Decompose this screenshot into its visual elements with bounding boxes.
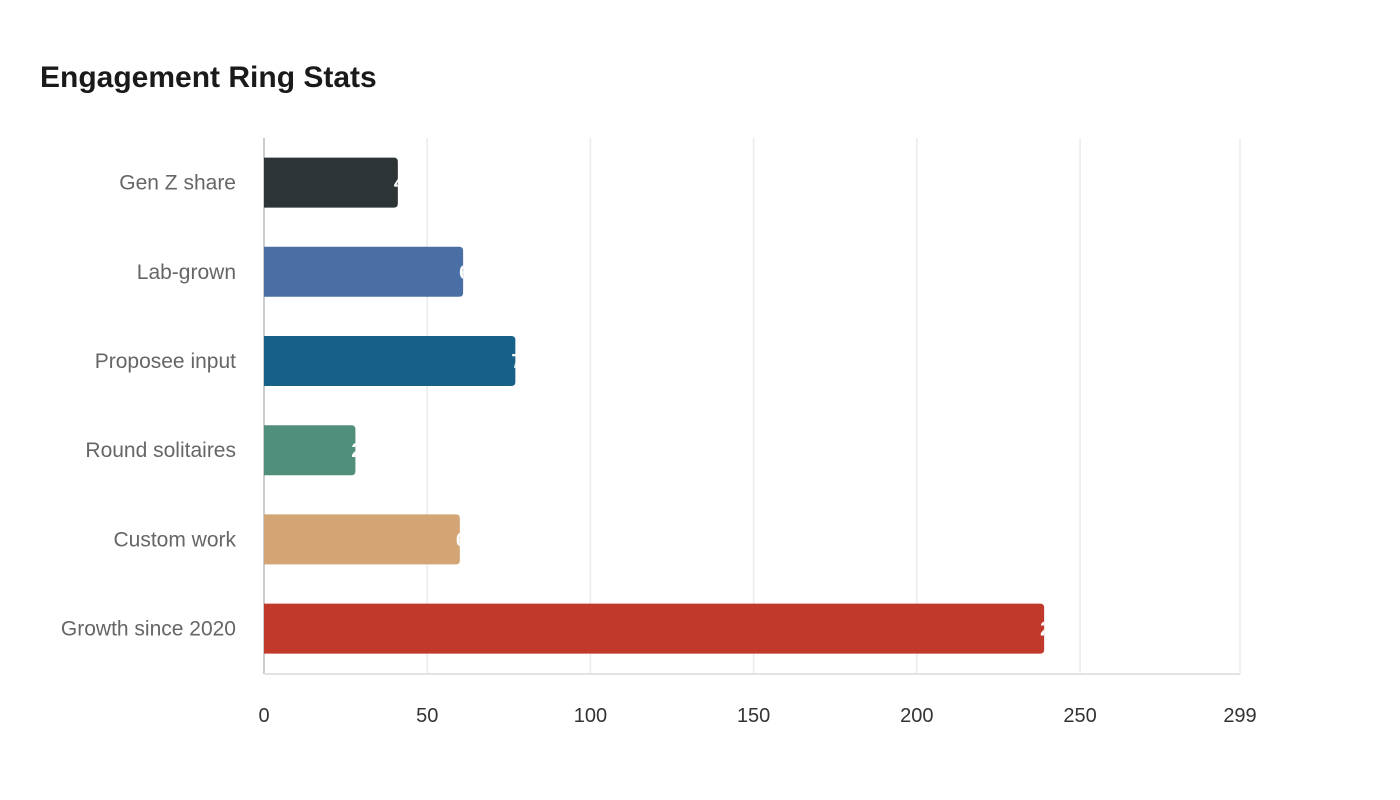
x-tick-label: 100 [574,705,607,727]
bar [264,425,356,476]
x-tick-label: 0 [258,705,269,727]
category-label: Custom work [113,528,236,551]
bar [264,246,464,297]
category-label: Growth since 2020 [61,618,236,641]
x-tick-label: 299 [1223,705,1256,727]
x-tick-labels: 0 50 100 150 200 250 299 [258,705,1256,727]
category-label: Gen Z share [119,172,236,195]
x-tick-label: 50 [416,705,438,727]
bar [264,603,1045,654]
bars: 41 61 77 28 60 239 [264,157,1073,654]
category-label: Lab-grown [137,261,236,284]
bar [264,157,398,208]
axes [263,138,1240,675]
bar [264,514,460,565]
bar-value-label: 239 [1040,619,1073,641]
bar-value-label: 61 [459,262,481,284]
bar-value-label: 41 [394,173,416,195]
x-tick-label: 250 [1063,705,1096,727]
bar [264,336,516,386]
category-label: Round solitaires [85,439,236,462]
x-tick-label: 150 [737,705,770,727]
category-labels: Gen Z share Lab-grown Proposee input Round … [61,172,237,641]
bar-value-label: 60 [456,529,478,551]
chart-title: Engagement Ring Stats [40,61,377,94]
bar-value-label: 28 [351,440,373,462]
gridlines [426,138,1241,674]
x-tick-label: 200 [900,705,933,727]
bar-value-label: 77 [511,351,533,373]
category-label: Proposee input [95,350,236,373]
